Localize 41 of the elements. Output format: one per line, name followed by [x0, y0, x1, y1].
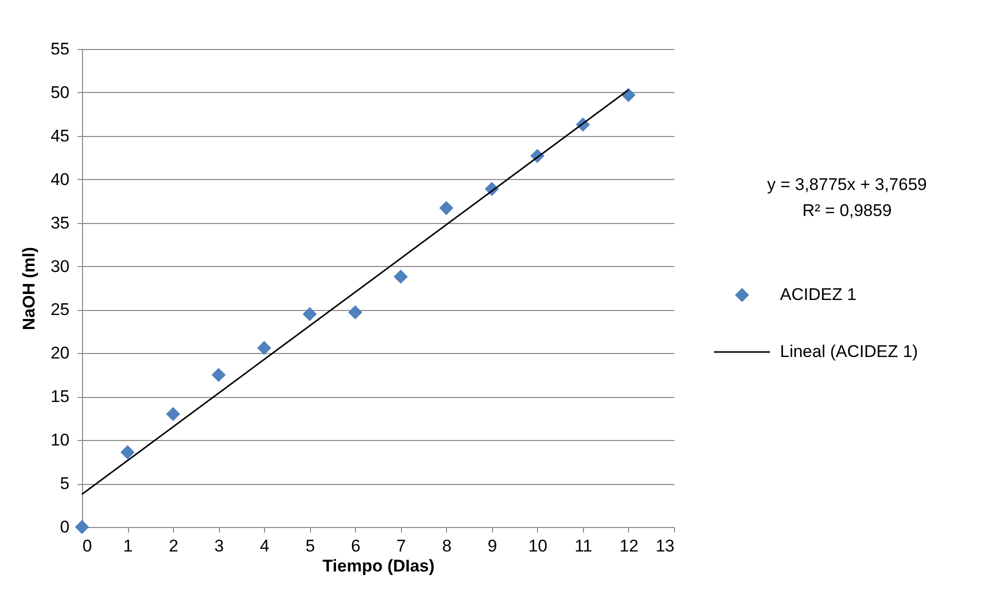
y-tick-label: 0 [60, 518, 70, 536]
x-tick-label: 10 [528, 536, 548, 556]
y-tick-label: 55 [50, 40, 70, 58]
x-tick-label: 8 [442, 536, 452, 556]
y-tick-label: 40 [50, 170, 70, 189]
legend-label: ACIDEZ 1 [780, 285, 857, 304]
y-tick-label: 20 [50, 344, 70, 363]
point [120, 445, 135, 460]
legend-label: Lineal (ACIDEZ 1) [780, 342, 918, 361]
text: y = 3,8775x + 3,7659 [767, 175, 927, 194]
point [212, 368, 226, 382]
point [302, 307, 317, 322]
point [74, 520, 90, 534]
point [394, 270, 408, 284]
y-axis-title: NaOH (ml) [20, 246, 39, 330]
x-tick-label: 6 [350, 536, 360, 556]
x-tick-label: 11 [574, 536, 592, 556]
point [348, 305, 362, 320]
x-tick-label: 13 [656, 536, 674, 556]
point [439, 200, 454, 216]
y-tick-label: 35 [50, 213, 70, 232]
point [257, 340, 272, 356]
x-tick-label: 12 [620, 536, 638, 556]
x-tick-label: 9 [488, 536, 498, 556]
x-tick-label: 0 [82, 536, 92, 556]
text: R² = 0,9859 [802, 201, 892, 220]
y-tick-label: 45 [50, 126, 70, 146]
x-tick-label: 3 [214, 536, 224, 556]
x-tick-label: 2 [168, 536, 178, 556]
x-tick-label: 7 [396, 536, 406, 556]
y-tick-label: 50 [50, 82, 70, 102]
x-tick-label: 5 [305, 536, 315, 556]
y-tick-label: 10 [50, 430, 70, 450]
y-tick-label: 15 [50, 387, 70, 406]
x-axis-title: Tiempo (DIas) [322, 556, 435, 576]
point [166, 406, 180, 422]
x-tick-label: 1 [123, 536, 133, 556]
y-tick-label: 30 [50, 256, 70, 276]
x-tick-label: 4 [260, 536, 270, 556]
y-tick-label: 25 [50, 300, 70, 320]
y-tick-label: 5 [60, 474, 70, 494]
